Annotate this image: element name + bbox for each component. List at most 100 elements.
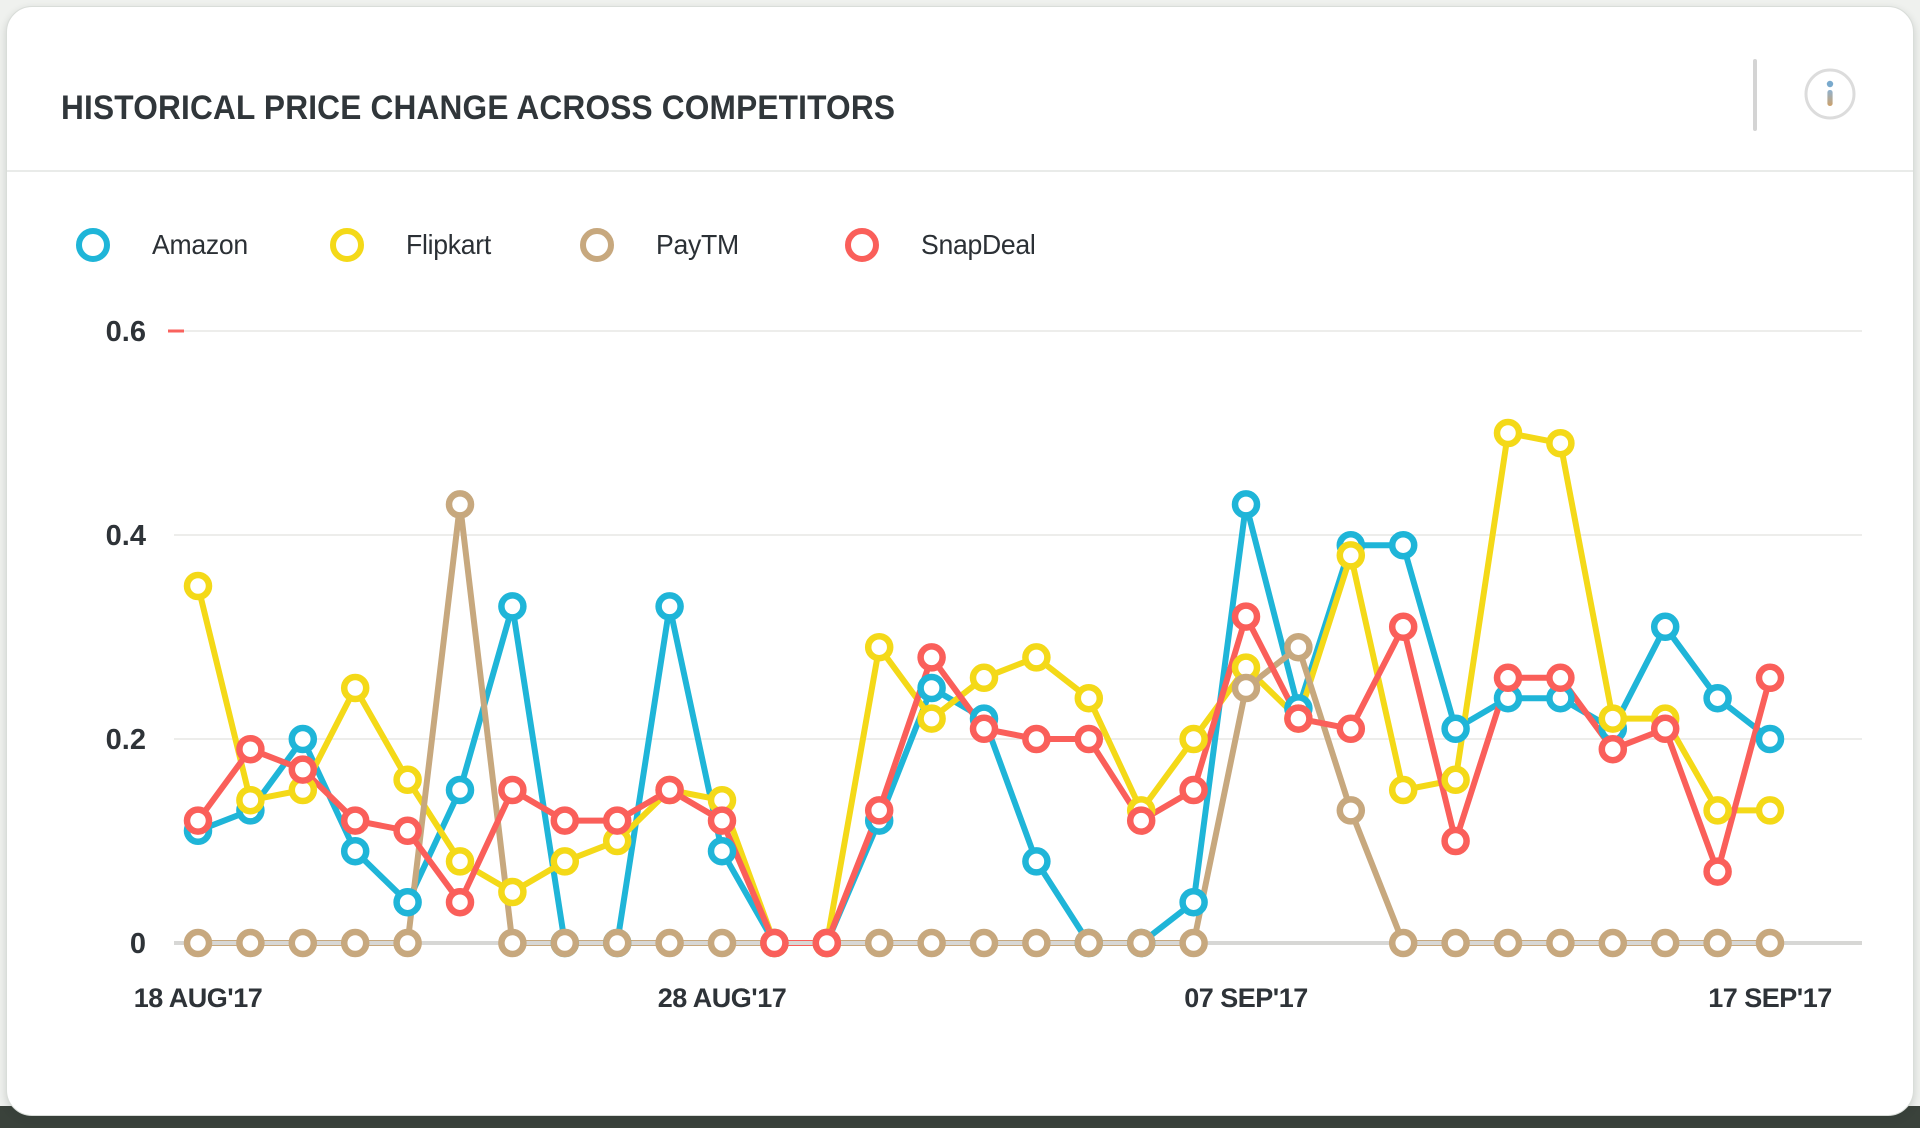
data-point-paytm[interactable]: [1336, 796, 1366, 825]
data-point-flipkart[interactable]: [236, 785, 265, 815]
data-point-snapdeal[interactable]: [1284, 704, 1313, 733]
data-point-paytm[interactable]: [340, 928, 370, 958]
legend-item-snapdeal[interactable]: SnapDeal: [845, 223, 1042, 267]
data-point-amazon[interactable]: [917, 673, 946, 703]
data-point-paytm[interactable]: [917, 928, 946, 958]
data-point-flipkart[interactable]: [1179, 724, 1208, 754]
data-point-snapdeal[interactable]: [1022, 724, 1051, 754]
data-point-paytm[interactable]: [288, 928, 318, 958]
data-point-snapdeal[interactable]: [1231, 602, 1261, 631]
data-point-snapdeal[interactable]: [288, 755, 318, 784]
data-point-amazon[interactable]: [1388, 530, 1418, 560]
data-point-snapdeal[interactable]: [1546, 663, 1575, 693]
data-point-snapdeal[interactable]: [393, 816, 422, 846]
data-point-amazon[interactable]: [1650, 612, 1680, 642]
data-point-snapdeal[interactable]: [340, 806, 370, 835]
data-point-flipkart[interactable]: [1546, 428, 1575, 458]
data-point-flipkart[interactable]: [340, 673, 370, 703]
data-point-paytm[interactable]: [707, 928, 737, 958]
data-point-snapdeal[interactable]: [1650, 714, 1680, 744]
data-point-paytm[interactable]: [1598, 928, 1628, 958]
data-point-amazon[interactable]: [1179, 887, 1208, 917]
data-point-snapdeal[interactable]: [1179, 775, 1208, 805]
data-point-flipkart[interactable]: [1388, 775, 1418, 805]
data-point-flipkart[interactable]: [864, 632, 894, 662]
data-point-flipkart[interactable]: [1755, 796, 1785, 825]
data-point-flipkart[interactable]: [183, 571, 213, 601]
data-point-snapdeal[interactable]: [1598, 734, 1628, 764]
data-point-snapdeal[interactable]: [1441, 826, 1470, 856]
data-point-amazon[interactable]: [340, 836, 370, 866]
data-point-flipkart[interactable]: [917, 704, 946, 733]
data-point-snapdeal[interactable]: [498, 775, 527, 805]
data-point-flipkart[interactable]: [498, 877, 527, 907]
data-point-flipkart[interactable]: [1074, 683, 1104, 713]
data-point-snapdeal[interactable]: [707, 806, 737, 835]
data-point-paytm[interactable]: [1126, 928, 1156, 958]
data-point-paytm[interactable]: [393, 928, 422, 958]
data-point-flipkart[interactable]: [1598, 704, 1628, 733]
data-point-flipkart[interactable]: [1441, 765, 1470, 795]
data-point-paytm[interactable]: [445, 490, 475, 519]
data-point-paytm[interactable]: [1546, 928, 1575, 958]
data-point-snapdeal[interactable]: [864, 796, 894, 825]
data-point-snapdeal[interactable]: [236, 734, 265, 764]
data-point-snapdeal[interactable]: [602, 806, 632, 835]
data-point-snapdeal[interactable]: [760, 928, 789, 958]
data-point-paytm[interactable]: [498, 928, 527, 958]
data-point-flipkart[interactable]: [1703, 796, 1732, 825]
data-point-paytm[interactable]: [183, 928, 213, 958]
data-point-paytm[interactable]: [1493, 928, 1523, 958]
data-point-paytm[interactable]: [1074, 928, 1104, 958]
data-point-snapdeal[interactable]: [1755, 663, 1785, 693]
data-point-flipkart[interactable]: [445, 847, 475, 876]
data-point-paytm[interactable]: [550, 928, 580, 958]
data-point-flipkart[interactable]: [1022, 643, 1051, 672]
data-point-amazon[interactable]: [288, 724, 318, 754]
data-point-paytm[interactable]: [1231, 673, 1261, 703]
data-point-flipkart[interactable]: [1336, 541, 1366, 570]
data-point-paytm[interactable]: [1650, 928, 1680, 958]
data-point-flipkart[interactable]: [969, 663, 999, 693]
data-point-amazon[interactable]: [393, 887, 422, 917]
data-point-snapdeal[interactable]: [445, 887, 475, 917]
legend-item-amazon[interactable]: Amazon: [76, 223, 253, 267]
data-point-snapdeal[interactable]: [1336, 714, 1366, 744]
data-point-snapdeal[interactable]: [1074, 724, 1104, 754]
data-point-snapdeal[interactable]: [1126, 806, 1156, 835]
data-point-snapdeal[interactable]: [655, 775, 684, 805]
data-point-paytm[interactable]: [1022, 928, 1051, 958]
data-point-paytm[interactable]: [864, 928, 894, 958]
data-point-paytm[interactable]: [1179, 928, 1208, 958]
data-point-snapdeal[interactable]: [1703, 857, 1732, 886]
data-point-paytm[interactable]: [655, 928, 684, 958]
data-point-paytm[interactable]: [236, 928, 265, 958]
info-icon[interactable]: [1803, 67, 1857, 121]
legend-item-paytm[interactable]: PayTM: [580, 223, 743, 267]
data-point-snapdeal[interactable]: [183, 806, 213, 835]
data-point-amazon[interactable]: [655, 592, 684, 621]
data-point-snapdeal[interactable]: [969, 714, 999, 744]
data-point-snapdeal[interactable]: [812, 928, 842, 958]
data-point-snapdeal[interactable]: [917, 643, 946, 672]
data-point-paytm[interactable]: [1703, 928, 1732, 958]
legend-item-flipkart[interactable]: Flipkart: [330, 223, 495, 267]
data-point-amazon[interactable]: [1231, 490, 1261, 519]
data-point-flipkart[interactable]: [393, 765, 422, 795]
data-point-amazon[interactable]: [707, 836, 737, 866]
data-point-paytm[interactable]: [1441, 928, 1470, 958]
data-point-amazon[interactable]: [1022, 847, 1051, 876]
data-point-paytm[interactable]: [1755, 928, 1785, 958]
data-point-amazon[interactable]: [1441, 714, 1470, 744]
data-point-paytm[interactable]: [602, 928, 632, 958]
data-point-snapdeal[interactable]: [1493, 663, 1523, 693]
data-point-flipkart[interactable]: [550, 847, 580, 876]
data-point-amazon[interactable]: [498, 592, 527, 621]
data-point-amazon[interactable]: [1755, 724, 1785, 754]
data-point-paytm[interactable]: [969, 928, 999, 958]
data-point-snapdeal[interactable]: [1388, 612, 1418, 642]
data-point-paytm[interactable]: [1284, 632, 1313, 662]
data-point-flipkart[interactable]: [1493, 418, 1523, 448]
data-point-paytm[interactable]: [1388, 928, 1418, 958]
data-point-amazon[interactable]: [445, 775, 475, 805]
